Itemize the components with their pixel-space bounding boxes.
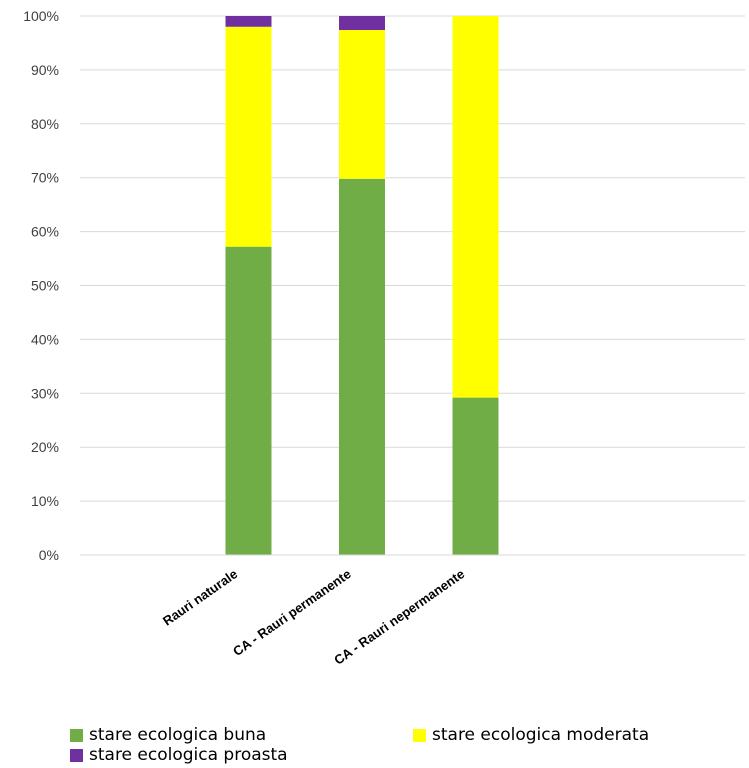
gridlines — [80, 15, 745, 502]
x-category-label: CA - Rauri permanente — [230, 566, 354, 659]
y-tick-label: 60% — [31, 224, 59, 240]
legend-swatch-moderata — [413, 728, 426, 742]
y-tick-label: 80% — [31, 116, 59, 132]
x-category-label: CA - Rauri nepermanente — [331, 566, 467, 668]
bar-segment-moderata — [339, 30, 385, 179]
legend-swatch-proasta — [70, 748, 83, 762]
y-tick-label: 50% — [31, 278, 59, 294]
bars — [225, 16, 499, 555]
x-category-label: Rauri naturale — [160, 566, 240, 628]
y-tick-label: 10% — [31, 493, 59, 509]
bar-segment-buna — [225, 246, 272, 555]
y-tick-label: 20% — [31, 439, 59, 455]
legend-label-proasta: stare ecologica proasta — [89, 745, 288, 765]
legend-item-buna: stare ecologica buna — [70, 725, 266, 745]
y-tick-label: 0% — [39, 547, 59, 563]
stacked-bar-chart: 0% 10% 20% 30% 40% 50% 60% 70% 80% 90% 100% Rauri … — [23, 8, 745, 668]
bar-segment-buna — [339, 178, 385, 555]
legend-label-moderata: stare ecologica moderata — [432, 725, 650, 745]
bar-segment-moderata — [225, 26, 272, 247]
y-tick-label: 90% — [31, 62, 59, 78]
legend-label-buna: stare ecologica buna — [89, 725, 267, 745]
bar-segment-buna — [452, 397, 499, 555]
legend-swatch-buna — [70, 728, 83, 742]
bar-segment-proasta — [225, 16, 272, 27]
y-tick-label: 70% — [31, 170, 59, 186]
legend-item-proasta: stare ecologica proasta — [70, 745, 288, 765]
y-tick-label: 30% — [31, 385, 59, 401]
y-tick-label: 100% — [23, 8, 59, 24]
legend: stare ecologica buna stare ecologica mod… — [70, 725, 740, 765]
y-axis-tick-labels: 0% 10% 20% 30% 40% 50% 60% 70% 80% 90% 100% — [23, 8, 59, 563]
y-tick-label: 40% — [31, 331, 59, 347]
legend-item-moderata: stare ecologica moderata — [413, 725, 649, 745]
bar-segment-moderata — [452, 16, 499, 398]
bar-segment-proasta — [339, 16, 385, 31]
